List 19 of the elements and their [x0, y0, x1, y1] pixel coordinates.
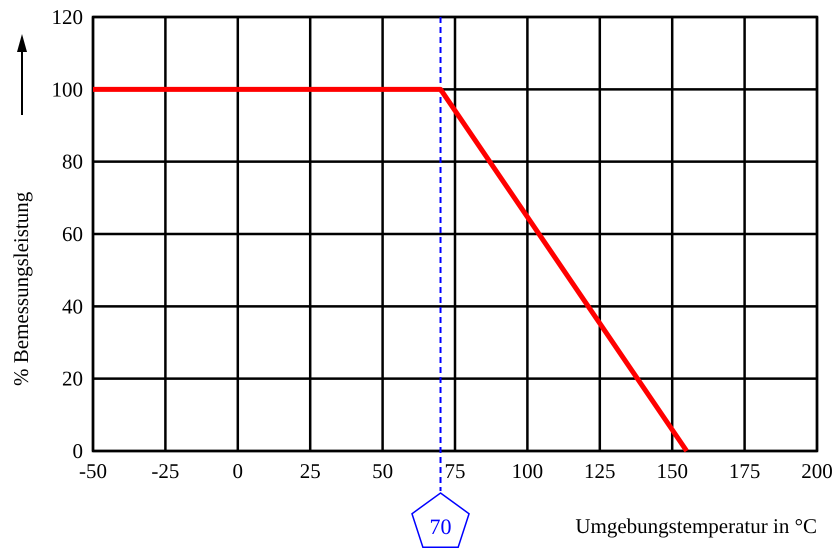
- x-tick-label: 50: [372, 459, 394, 483]
- x-axis-title: Umgebungstemperatur in °C: [575, 514, 817, 538]
- x-tick-label: 175: [728, 459, 760, 483]
- y-tick-label: 100: [52, 77, 83, 102]
- x-tick-label: 150: [656, 459, 688, 483]
- ref-line-label: 70: [430, 514, 452, 539]
- x-tick-label: -25: [151, 459, 180, 483]
- x-tick-label: 100: [512, 459, 544, 483]
- y-tick-label: 120: [52, 5, 83, 29]
- x-tick-label: 0: [232, 459, 244, 483]
- y-tick-label: 60: [62, 222, 83, 246]
- y-tick-label: 80: [62, 150, 83, 174]
- x-tick-label: 125: [584, 459, 616, 483]
- x-tick-label: 200: [801, 459, 833, 483]
- x-tick-label: 75: [444, 459, 466, 483]
- y-tick-label: 20: [62, 366, 83, 391]
- x-tick-label: 25: [300, 459, 321, 483]
- y-tick-label: 40: [62, 294, 83, 318]
- y-axis-title: % Bemessungsleistung: [9, 191, 33, 386]
